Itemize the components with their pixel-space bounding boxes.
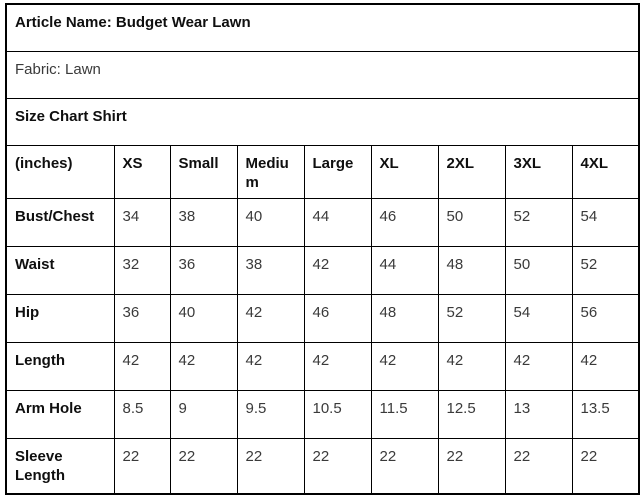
size-cell: 12.5: [437, 389, 506, 439]
header-row: (inches) XS Small Medium Large XL 2XL 3X…: [5, 144, 640, 199]
row-label: Bust/Chest: [5, 197, 115, 247]
article-name-banner: Article Name: Budget Wear Lawn: [5, 3, 640, 52]
size-cell: 13: [504, 389, 573, 439]
size-cell: 22: [504, 437, 573, 495]
column-header-large: Large: [303, 144, 372, 199]
table-row-hip: Hip 36 40 42 46 48 52 54 56: [5, 293, 640, 343]
column-header-4xl: 4XL: [571, 144, 640, 199]
size-chart-title-row: Size Chart Shirt: [5, 97, 640, 146]
column-header-xs: XS: [113, 144, 171, 199]
size-cell: 9: [169, 389, 238, 439]
size-cell: 38: [169, 197, 238, 247]
size-cell: 42: [303, 245, 372, 295]
size-cell: 46: [370, 197, 439, 247]
size-cell: 42: [303, 341, 372, 391]
table-row-length: Length 42 42 42 42 42 42 42 42: [5, 341, 640, 391]
row-label: Waist: [5, 245, 115, 295]
size-cell: 22: [169, 437, 238, 495]
size-cell: 54: [571, 197, 640, 247]
size-cell: 42: [236, 293, 305, 343]
size-chart-table: Article Name: Budget Wear Lawn Fabric: L…: [5, 3, 641, 495]
size-cell: 22: [571, 437, 640, 495]
row-label: Sleeve Length: [5, 437, 115, 495]
size-cell: 42: [370, 341, 439, 391]
size-cell: 38: [236, 245, 305, 295]
column-header-3xl: 3XL: [504, 144, 573, 199]
size-cell: 36: [113, 293, 171, 343]
row-label: Arm Hole: [5, 389, 115, 439]
size-cell: 22: [236, 437, 305, 495]
fabric-banner: Fabric: Lawn: [5, 50, 640, 99]
size-cell: 22: [303, 437, 372, 495]
table-row-bust-chest: Bust/Chest 34 38 40 44 46 50 52 54: [5, 197, 640, 247]
size-cell: 13.5: [571, 389, 640, 439]
size-cell: 8.5: [113, 389, 171, 439]
size-cell: 40: [169, 293, 238, 343]
table-row-sleeve-length: Sleeve Length 22 22 22 22 22 22 22 22: [5, 437, 640, 495]
size-cell: 34: [113, 197, 171, 247]
size-cell: 42: [169, 341, 238, 391]
table-row-waist: Waist 32 36 38 42 44 48 50 52: [5, 245, 640, 295]
size-cell: 42: [571, 341, 640, 391]
table-row-arm-hole: Arm Hole 8.5 9 9.5 10.5 11.5 12.5 13 13.…: [5, 389, 640, 439]
size-cell: 9.5: [236, 389, 305, 439]
size-cell: 46: [303, 293, 372, 343]
size-cell: 44: [303, 197, 372, 247]
row-label: Hip: [5, 293, 115, 343]
size-cell: 36: [169, 245, 238, 295]
size-cell: 42: [437, 341, 506, 391]
unit-header: (inches): [5, 144, 115, 199]
column-header-small: Small: [169, 144, 238, 199]
size-cell: 48: [437, 245, 506, 295]
column-header-2xl: 2XL: [437, 144, 506, 199]
article-name-row: Article Name: Budget Wear Lawn: [5, 3, 640, 52]
size-cell: 42: [113, 341, 171, 391]
size-cell: 50: [437, 197, 506, 247]
size-cell: 44: [370, 245, 439, 295]
size-cell: 52: [571, 245, 640, 295]
size-cell: 22: [370, 437, 439, 495]
size-cell: 40: [236, 197, 305, 247]
column-header-medium: Medium: [236, 144, 305, 199]
size-cell: 22: [437, 437, 506, 495]
size-cell: 54: [504, 293, 573, 343]
size-cell: 42: [236, 341, 305, 391]
size-cell: 10.5: [303, 389, 372, 439]
fabric-row: Fabric: Lawn: [5, 50, 640, 99]
size-cell: 56: [571, 293, 640, 343]
row-label: Length: [5, 341, 115, 391]
size-cell: 22: [113, 437, 171, 495]
size-cell: 32: [113, 245, 171, 295]
size-cell: 52: [504, 197, 573, 247]
size-cell: 50: [504, 245, 573, 295]
size-cell: 52: [437, 293, 506, 343]
size-cell: 48: [370, 293, 439, 343]
column-header-xl: XL: [370, 144, 439, 199]
size-cell: 11.5: [370, 389, 439, 439]
size-chart-title: Size Chart Shirt: [5, 97, 640, 146]
size-cell: 42: [504, 341, 573, 391]
